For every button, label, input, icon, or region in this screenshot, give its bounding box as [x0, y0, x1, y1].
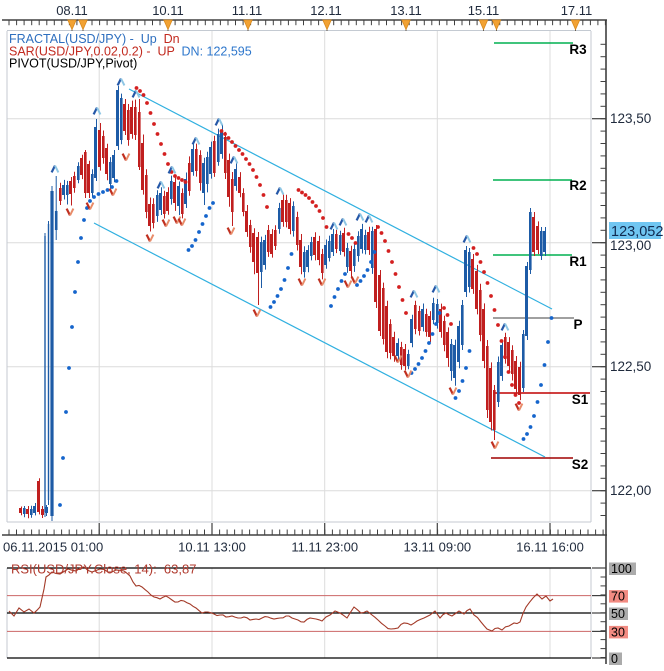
svg-text:15.11: 15.11 — [468, 3, 500, 18]
svg-text:50: 50 — [611, 607, 625, 621]
svg-text:S2: S2 — [572, 457, 589, 472]
svg-text:10.11: 10.11 — [152, 3, 184, 18]
svg-text:70: 70 — [611, 590, 625, 604]
svg-text:SAR(USD/JPY,0.02,0.2) - UP D: SAR(USD/JPY,0.02,0.2) - UP DN: 122,595 — [9, 45, 252, 59]
svg-text:122,00: 122,00 — [610, 483, 651, 498]
svg-text:P: P — [573, 317, 582, 332]
svg-text:R2: R2 — [569, 178, 586, 193]
svg-text:16.11 16:00: 16.11 16:00 — [516, 540, 584, 555]
svg-text:R1: R1 — [569, 254, 587, 269]
svg-text:123,052: 123,052 — [611, 224, 663, 240]
svg-text:17.11: 17.11 — [561, 3, 593, 18]
svg-text:08.11: 08.11 — [56, 3, 88, 18]
svg-text:11.11: 11.11 — [232, 3, 263, 18]
svg-text:122,50: 122,50 — [610, 359, 651, 374]
svg-text:30: 30 — [611, 625, 625, 639]
svg-text:FRACTAL(USD/JPY) - Up Dn: FRACTAL(USD/JPY) - Up Dn — [9, 32, 180, 46]
svg-text:0: 0 — [611, 652, 618, 666]
svg-text:S1: S1 — [572, 392, 589, 407]
svg-text:13.11: 13.11 — [390, 3, 422, 18]
svg-text:13.11 09:00: 13.11 09:00 — [403, 540, 471, 555]
svg-text:11.11 23:00: 11.11 23:00 — [291, 540, 358, 555]
svg-text:100: 100 — [611, 562, 632, 576]
svg-text:12.11: 12.11 — [310, 3, 342, 18]
svg-text:123,00: 123,00 — [610, 238, 651, 253]
svg-text:RSI(USD/JPY.Close, 14): 63,87: RSI(USD/JPY.Close, 14): 63,87 — [11, 562, 196, 577]
svg-text:10.11 13:00: 10.11 13:00 — [178, 540, 246, 555]
svg-text:R3: R3 — [569, 42, 587, 57]
svg-text:PIVOT(USD/JPY,Pivot): PIVOT(USD/JPY,Pivot) — [9, 57, 137, 71]
svg-text:06.11.2015 01:00: 06.11.2015 01:00 — [3, 540, 103, 555]
svg-text:123,50: 123,50 — [610, 111, 651, 126]
